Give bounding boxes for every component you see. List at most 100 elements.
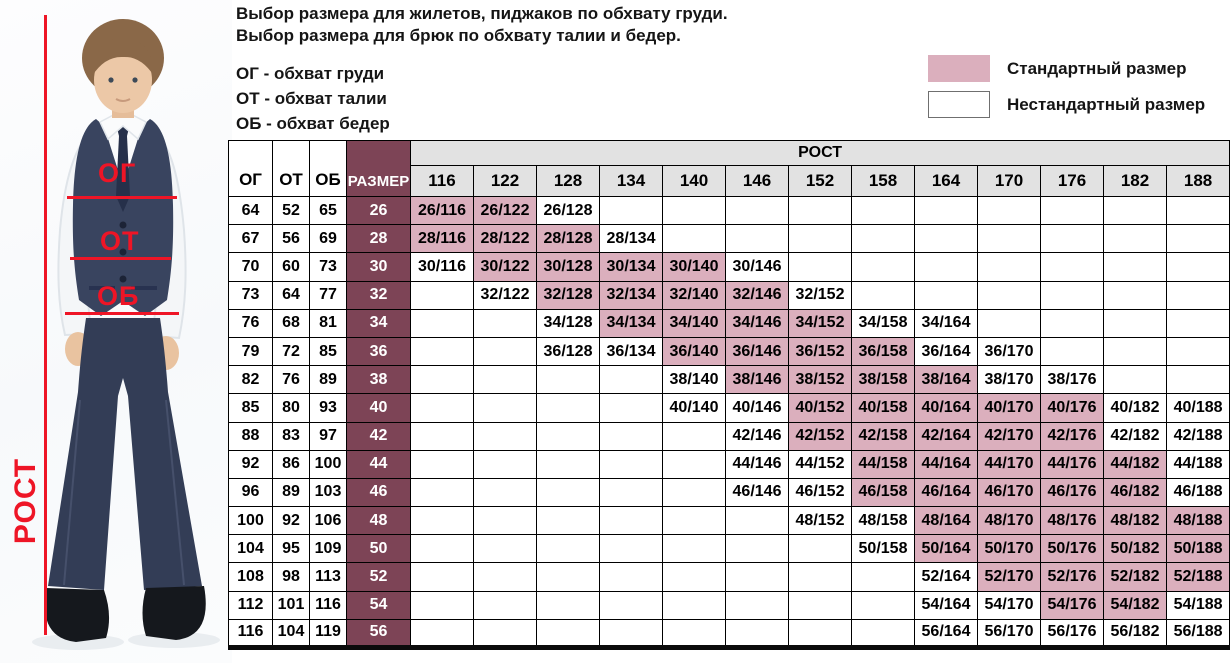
ob-value: 81	[309, 308, 347, 338]
abbr-hips: ОБ - обхват бедер	[236, 114, 390, 133]
standard-size-cell: 42/164	[914, 421, 978, 451]
og-value: 85	[228, 393, 273, 423]
nonstandard-size-cell: 46/146	[725, 477, 789, 508]
nonstandard-size-cell: 46/152	[788, 477, 852, 508]
standard-size-cell: 54/182	[1103, 590, 1167, 620]
empty-cell	[662, 421, 726, 451]
empty-cell	[473, 506, 537, 536]
empty-cell	[536, 477, 600, 508]
empty-cell	[1165, 280, 1231, 310]
empty-cell	[1103, 336, 1167, 367]
abbr-waist: ОТ - обхват талии	[236, 89, 387, 108]
empty-cell	[977, 280, 1041, 310]
ot-value: 89	[272, 477, 310, 508]
standard-size-cell: 36/158	[851, 336, 915, 367]
height-header-152: 152	[788, 165, 852, 197]
size-value: 40	[346, 393, 411, 423]
standard-size-cell: 38/164	[914, 365, 978, 395]
legend-nonstandard-row: Нестандартный размер	[928, 91, 1228, 118]
ob-value: 77	[309, 280, 347, 310]
empty-cell	[662, 449, 726, 479]
standard-size-cell: 40/152	[788, 393, 852, 423]
standard-size-label: Стандартный размер	[1007, 58, 1187, 78]
ob-value: 116	[309, 590, 347, 620]
standard-size-cell: 38/152	[788, 365, 852, 395]
empty-cell	[536, 506, 600, 536]
hips-measure-line	[65, 312, 179, 315]
standard-size-cell: 50/176	[1040, 534, 1104, 564]
standard-size-cell: 36/152	[788, 336, 852, 367]
ob-value: 103	[309, 477, 347, 508]
ob-value: 93	[309, 393, 347, 423]
empty-cell	[536, 618, 600, 651]
empty-cell	[725, 506, 789, 536]
waist-measure-line	[70, 257, 171, 260]
table-row-size-26: 64 52 65 26 26/116 26/122 26/128	[228, 195, 1231, 226]
empty-cell	[536, 393, 600, 423]
ot-value: 52	[272, 195, 310, 226]
empty-cell	[851, 562, 915, 592]
empty-cell	[851, 280, 915, 310]
nonstandard-size-cell: 42/188	[1165, 421, 1231, 451]
empty-cell	[725, 618, 789, 651]
empty-cell	[599, 365, 663, 395]
empty-cell	[599, 534, 663, 564]
standard-size-cell: 48/170	[977, 506, 1041, 536]
standard-size-cell: 36/140	[662, 336, 726, 367]
empty-cell	[914, 224, 978, 254]
legend-standard-row: Стандартный размер	[928, 55, 1228, 82]
ot-value: 56	[272, 224, 310, 254]
empty-cell	[725, 590, 789, 620]
height-header-116: 116	[410, 165, 474, 197]
empty-cell	[725, 195, 789, 226]
empty-cell	[788, 618, 852, 651]
standard-size-cell: 38/146	[725, 365, 789, 395]
height-header-182: 182	[1103, 165, 1167, 197]
nonstandard-size-cell: 50/158	[851, 534, 915, 564]
standard-size-cell: 32/128	[536, 280, 600, 310]
empty-cell	[1040, 280, 1104, 310]
nonstandard-size-cell: 42/182	[1103, 421, 1167, 451]
chest-label: ОГ	[98, 158, 137, 188]
size-value: 48	[346, 506, 411, 536]
table-row-size-48: 100 92 106 48 48/152 48/158 48/164 48/170 48/176…	[228, 506, 1231, 536]
empty-cell	[599, 618, 663, 651]
height-header-170: 170	[977, 165, 1041, 197]
empty-cell	[599, 195, 663, 226]
ot-value: 80	[272, 393, 310, 423]
standard-size-cell: 52/176	[1040, 562, 1104, 592]
empty-cell	[977, 224, 1041, 254]
standard-size-cell: 30/122	[473, 252, 537, 282]
empty-cell	[725, 562, 789, 592]
empty-cell	[977, 252, 1041, 282]
empty-cell	[1103, 252, 1167, 282]
empty-cell	[1165, 308, 1231, 338]
empty-cell	[536, 421, 600, 451]
empty-cell	[410, 506, 474, 536]
empty-cell	[599, 506, 663, 536]
empty-cell	[473, 393, 537, 423]
empty-cell	[662, 562, 726, 592]
standard-size-cell: 46/170	[977, 477, 1041, 508]
ob-value: 73	[309, 252, 347, 282]
chest-measure-line	[67, 196, 177, 199]
nonstandard-size-swatch	[928, 91, 990, 118]
nonstandard-size-cell: 38/140	[662, 365, 726, 395]
empty-cell	[473, 562, 537, 592]
standard-size-cell: 30/128	[536, 252, 600, 282]
ot-value: 92	[272, 506, 310, 536]
standard-size-cell: 38/158	[851, 365, 915, 395]
standard-size-cell: 44/158	[851, 449, 915, 479]
empty-cell	[536, 449, 600, 479]
empty-cell	[914, 195, 978, 226]
standard-size-cell: 50/188	[1165, 534, 1231, 564]
standard-size-cell: 28/116	[410, 224, 474, 254]
size-value: 46	[346, 477, 411, 508]
empty-cell	[599, 477, 663, 508]
empty-cell	[1040, 224, 1104, 254]
nonstandard-size-cell: 28/134	[599, 224, 663, 254]
ob-value: 89	[309, 365, 347, 395]
empty-cell	[662, 534, 726, 564]
empty-cell	[662, 224, 726, 254]
